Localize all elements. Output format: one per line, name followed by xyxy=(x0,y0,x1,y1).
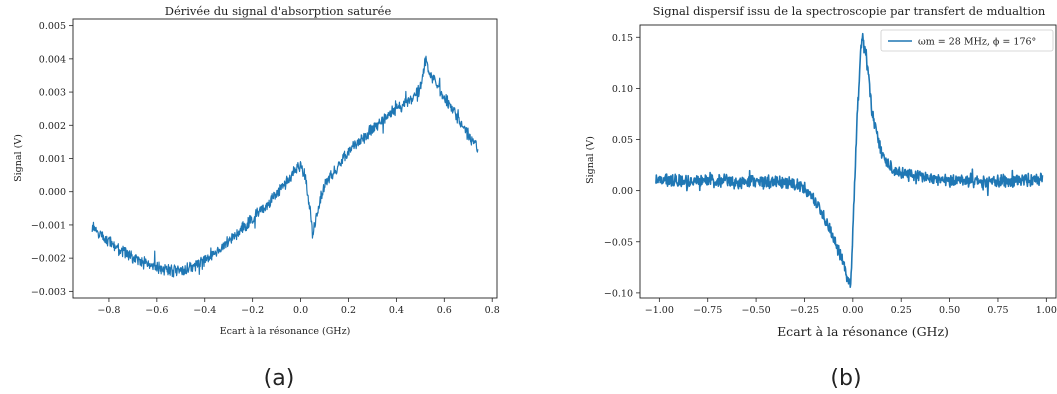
chart-b-ytick-label: −0.10 xyxy=(604,288,633,299)
chart-a: Dérivée du signal d'absorption saturée −… xyxy=(13,4,500,337)
chart-b-xtick-label: 0.50 xyxy=(939,305,960,316)
chart-a-ytick-label: −0.003 xyxy=(31,287,66,298)
chart-a-ytick-label: 0.000 xyxy=(39,187,66,198)
chart-a-series-line xyxy=(91,55,479,278)
chart-b-ylabel: Signal (V) xyxy=(585,136,596,184)
chart-b-xtick-label: −0.75 xyxy=(693,305,722,316)
chart-b-ticks: −1.00 −0.75 −0.50 −0.25 0.00 0.25 0.50 0.75 1.00… xyxy=(604,33,1057,316)
chart-b-xtick-label: 0.75 xyxy=(987,305,1008,316)
chart-b-ytick-label: 0.05 xyxy=(612,135,633,146)
chart-a-xtick-label: 0.0 xyxy=(293,305,308,316)
chart-b-ytick-label: −0.05 xyxy=(604,237,633,248)
chart-b-xtick-label: 1.00 xyxy=(1036,305,1057,316)
chart-b-series-line xyxy=(655,32,1044,288)
chart-a-ytick-label: 0.001 xyxy=(39,154,66,165)
chart-b-ytick-label: 0.10 xyxy=(612,84,633,95)
chart-a-xtick-label: −0.2 xyxy=(241,305,264,316)
chart-a-xlabel: Ecart à la résonance (GHz) xyxy=(220,326,351,337)
chart-a-title: Dérivée du signal d'absorption saturée xyxy=(165,4,392,18)
chart-a-xtick-label: −0.4 xyxy=(193,305,216,316)
chart-a-ytick-label: −0.001 xyxy=(31,220,66,231)
chart-a-xtick-label: 0.2 xyxy=(341,305,356,316)
chart-b-xtick-label: −0.50 xyxy=(742,305,771,316)
chart-b-legend: ωm = 28 MHz, ϕ = 176° xyxy=(880,29,1054,52)
chart-b-xtick-label: −0.25 xyxy=(790,305,819,316)
chart-a-xtick-label: 0.6 xyxy=(437,305,452,316)
chart-a-ticks: −0.8 −0.6 −0.4 −0.2 0.0 0.2 0.4 0.6 0.8 −0.003 −0.… xyxy=(31,21,500,316)
chart-a-ytick-label: 0.003 xyxy=(39,88,66,99)
chart-b: Signal dispersif issu de la spectroscopi… xyxy=(585,4,1057,339)
chart-a-xtick-label: 0.4 xyxy=(389,305,404,316)
chart-b-xtick-label: 0.00 xyxy=(842,305,863,316)
chart-b-title: Signal dispersif issu de la spectroscopi… xyxy=(653,4,1046,18)
chart-b-ytick-label: 0.15 xyxy=(612,33,633,44)
chart-b-legend-label: ωm = 28 MHz, ϕ = 176° xyxy=(918,37,1036,48)
chart-a-ytick-label: −0.002 xyxy=(31,254,66,265)
chart-b-xlabel: Ecart à la résonance (GHz) xyxy=(777,324,949,339)
chart-a-xtick-label: 0.8 xyxy=(485,305,500,316)
chart-a-axes-frame xyxy=(72,18,498,299)
chart-b-xtick-label: −1.00 xyxy=(645,305,674,316)
chart-a-ylabel: Signal (V) xyxy=(13,134,24,182)
caption-b: (b) xyxy=(830,366,861,391)
chart-b-axes-frame xyxy=(639,24,1057,299)
chart-a-xtick-label: −0.6 xyxy=(145,305,168,316)
chart-a-ytick-label: 0.002 xyxy=(39,121,66,132)
chart-b-xtick-label: 0.25 xyxy=(891,305,912,316)
caption-a: (a) xyxy=(264,366,295,391)
chart-a-ytick-label: 0.005 xyxy=(39,21,66,32)
chart-b-ytick-label: 0.00 xyxy=(612,186,633,197)
chart-a-ytick-label: 0.004 xyxy=(39,54,66,65)
chart-a-xtick-label: −0.8 xyxy=(97,305,120,316)
